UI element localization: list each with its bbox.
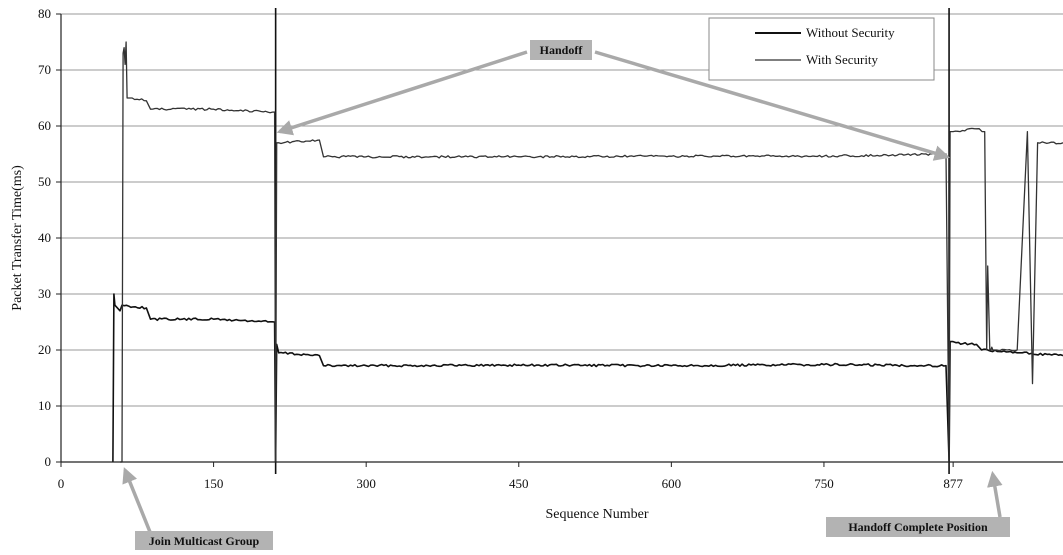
legend-label: With Security (806, 52, 879, 67)
x-tick-label: 450 (509, 476, 529, 491)
x-tick-label: 300 (356, 476, 376, 491)
legend-box (708, 17, 935, 81)
y-tick-label: 60 (38, 118, 51, 133)
x-tick-label: 0 (58, 476, 65, 491)
legend-label: Without Security (806, 25, 895, 40)
handoff-complete-callout-box (826, 517, 1010, 537)
x-tick-label: 750 (814, 476, 834, 491)
callout-arrow (276, 50, 528, 136)
callout-arrow (987, 470, 1003, 518)
y-tick-label: 80 (38, 6, 51, 21)
y-tick-label: 50 (38, 174, 51, 189)
y-axis-title: Packet Transfer Time(ms) (10, 165, 25, 311)
y-tick-label: 40 (38, 230, 51, 245)
x-tick-label: 877 (943, 476, 963, 491)
series-line-without-security (112, 293, 1063, 463)
x-axis-title: Sequence Number (545, 507, 648, 522)
join-multicast-callout-box (135, 531, 273, 551)
callout-arrow (594, 50, 951, 161)
y-tick-label: 10 (38, 398, 51, 413)
x-tick-label: 600 (662, 476, 682, 491)
series-line-with-security (120, 41, 1063, 463)
y-tick-label: 0 (45, 454, 52, 469)
x-tick-label: 150 (204, 476, 224, 491)
join-multicast-callout-label: Join Multicast Group (149, 534, 260, 548)
handoff-callout-label: Handoff (540, 43, 584, 57)
handoff-callout-box (530, 40, 592, 60)
callout-arrow (122, 467, 152, 533)
y-tick-label: 30 (38, 286, 51, 301)
y-tick-label: 70 (38, 62, 51, 77)
handoff-complete-callout-label: Handoff Complete Position (848, 520, 988, 534)
y-tick-label: 20 (38, 342, 51, 357)
